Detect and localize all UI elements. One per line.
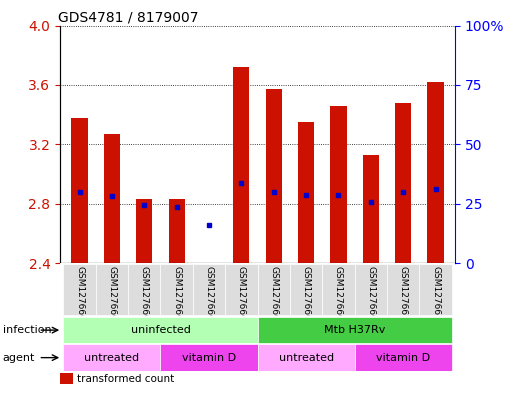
- Bar: [427, 82, 444, 263]
- Bar: [355, 264, 387, 315]
- Text: GSM1276669: GSM1276669: [366, 266, 376, 327]
- Text: uninfected: uninfected: [131, 325, 190, 335]
- Bar: [225, 264, 258, 315]
- Bar: [257, 344, 355, 371]
- Bar: [168, 199, 185, 263]
- Text: GSM1276668: GSM1276668: [334, 266, 343, 327]
- Text: GSM1276667: GSM1276667: [302, 266, 311, 327]
- Bar: [104, 134, 120, 263]
- Text: Mtb H37Rv: Mtb H37Rv: [324, 325, 385, 335]
- Text: infection: infection: [3, 325, 51, 335]
- Bar: [63, 317, 258, 343]
- Text: vitamin D: vitamin D: [182, 353, 236, 363]
- Text: transformed count: transformed count: [77, 374, 174, 384]
- Bar: [128, 264, 161, 315]
- Text: untreated: untreated: [279, 353, 334, 363]
- Text: GDS4781 / 8179007: GDS4781 / 8179007: [58, 10, 199, 24]
- Bar: [298, 122, 314, 263]
- Text: GSM1276666: GSM1276666: [269, 266, 278, 327]
- Bar: [363, 155, 379, 263]
- Text: GSM1276663: GSM1276663: [172, 266, 181, 327]
- Bar: [63, 264, 96, 315]
- Text: agent: agent: [3, 353, 35, 363]
- Bar: [331, 106, 347, 263]
- Bar: [322, 264, 355, 315]
- Bar: [96, 264, 128, 315]
- Text: vitamin D: vitamin D: [376, 353, 430, 363]
- Bar: [161, 344, 258, 371]
- Text: GSM1276671: GSM1276671: [431, 266, 440, 327]
- Bar: [387, 264, 419, 315]
- Bar: [266, 90, 282, 263]
- Bar: [63, 344, 161, 371]
- Bar: [257, 264, 290, 315]
- Text: GSM1276665: GSM1276665: [237, 266, 246, 327]
- Text: GSM1276664: GSM1276664: [204, 266, 213, 327]
- Text: GSM1276670: GSM1276670: [399, 266, 408, 327]
- Bar: [193, 264, 225, 315]
- Text: untreated: untreated: [84, 353, 140, 363]
- Bar: [136, 199, 152, 263]
- Bar: [355, 344, 452, 371]
- Bar: [395, 103, 411, 263]
- Bar: [161, 264, 193, 315]
- Text: GSM1276661: GSM1276661: [107, 266, 117, 327]
- Bar: [72, 118, 88, 263]
- Bar: [233, 67, 249, 263]
- Text: GSM1276660: GSM1276660: [75, 266, 84, 327]
- Bar: [419, 264, 452, 315]
- Text: GSM1276662: GSM1276662: [140, 266, 149, 327]
- Bar: [290, 264, 322, 315]
- Bar: [257, 317, 452, 343]
